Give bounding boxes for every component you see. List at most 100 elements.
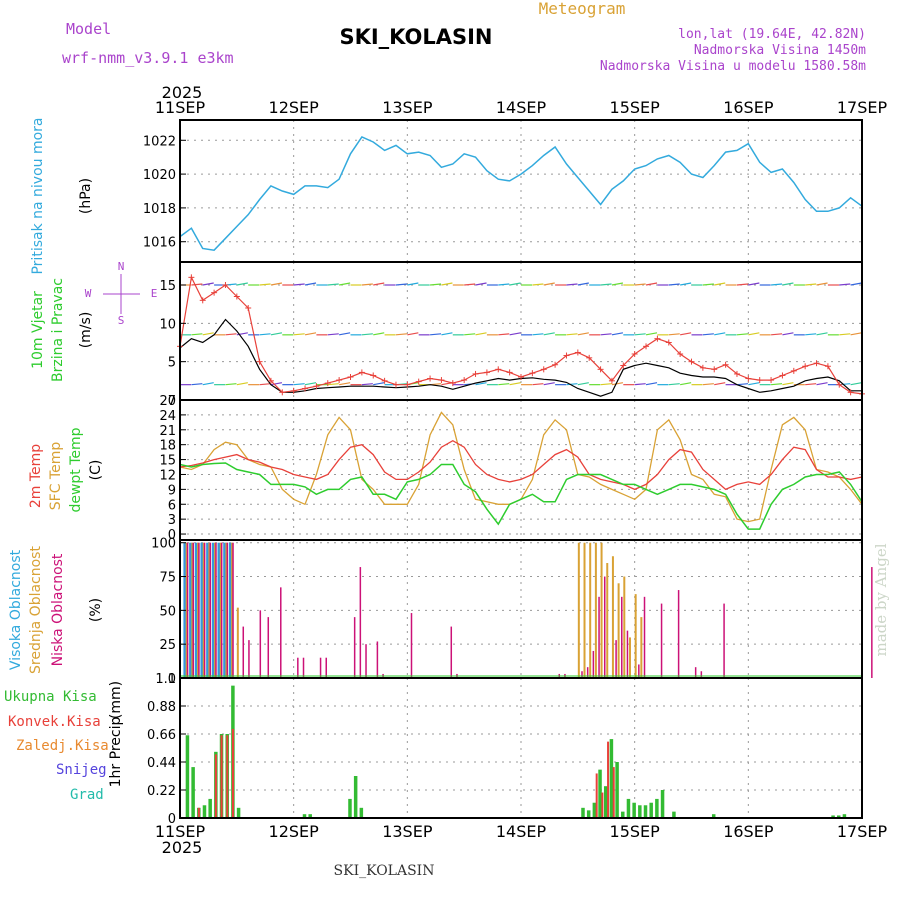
precip-bar-total: [308, 814, 312, 818]
year-bottom: 2025: [162, 838, 203, 857]
wind-direction-arrow: [668, 283, 680, 286]
cloud-bar-low: [871, 567, 873, 678]
y-tick-label: 24: [159, 409, 176, 424]
compass-rose: N W E S: [85, 260, 158, 327]
pressure-line: [179, 135, 863, 251]
precip-bar-total: [208, 798, 212, 818]
precip-bar-total: [632, 802, 636, 818]
x-date-bottom: 15SEP: [610, 822, 661, 841]
lonlat-label: lon,lat (19.64E, 42.82N): [678, 27, 866, 42]
cloud-bar-low: [353, 617, 356, 678]
precip-bar-total: [836, 815, 841, 818]
y-tick-label: 3: [168, 513, 176, 528]
wind-direction-arrow: [634, 283, 646, 286]
x-date-bottom: 12SEP: [269, 822, 320, 841]
y-tick-label: 100: [151, 537, 176, 552]
wind-direction-arrow: [509, 332, 521, 336]
wind-direction-arrow: [475, 332, 487, 336]
precip-bar-convective: [607, 741, 610, 818]
precip-bar-convective: [197, 807, 200, 818]
wind-direction-arrow: [202, 282, 214, 286]
wind-direction-arrow: [577, 382, 589, 386]
x-date-top: 13SEP: [382, 98, 433, 117]
y-tick-label: 1020: [143, 168, 176, 183]
precip-bar-total: [302, 814, 307, 818]
wind-direction-arrow: [327, 333, 339, 336]
wind-direction-arrow: [680, 282, 692, 286]
wind-direction-arrow: [805, 383, 817, 386]
wind-direction-arrow: [361, 283, 373, 286]
wind-direction-arrow: [645, 332, 658, 336]
cloud-bar-high: [217, 542, 221, 678]
wind-direction-arrow: [816, 332, 828, 336]
precip-bar-total: [615, 762, 619, 818]
y-tick-label: 0.88: [147, 700, 176, 715]
legend-freezing-rain: Zaledj.Kisa: [16, 738, 109, 754]
wind-direction-arrow: [202, 332, 214, 336]
wind-direction-arrow: [191, 383, 203, 386]
wind-direction-arrow: [782, 382, 794, 386]
compass-s: S: [118, 314, 125, 327]
cloud-bar-low: [450, 626, 453, 678]
precip-bar-total: [660, 790, 665, 818]
precip-bar-total: [191, 767, 195, 818]
wind-direction-arrow: [714, 282, 726, 286]
wind-direction-arrow: [748, 382, 760, 386]
y-tick-label: 9: [168, 483, 176, 498]
legend-snow: Snijeg: [56, 762, 107, 778]
wind-direction-arrow: [532, 283, 544, 286]
wind-direction-arrow: [304, 282, 317, 286]
wind-direction-arrow: [816, 382, 828, 386]
wind-direction-arrow: [191, 283, 203, 286]
wind-unit: (m/s): [78, 312, 94, 349]
altitude-label: Nadmorska Visina 1450m: [694, 43, 866, 58]
x-date-top: 16SEP: [723, 98, 774, 117]
precip-bar-total: [348, 798, 352, 818]
y-tick-label: 18: [159, 439, 176, 454]
cloud-bar-mid: [577, 542, 580, 678]
cloud-bar-mid: [617, 583, 620, 678]
wind-direction-arrow: [475, 282, 487, 286]
wind-direction-arrow: [600, 283, 612, 286]
wind-direction-arrow: [395, 333, 408, 336]
cloud-bar-low: [203, 542, 206, 678]
cloud-bar-mid: [594, 542, 597, 678]
cloud-bar-low: [319, 657, 322, 678]
year-top: 2025: [162, 83, 203, 102]
wind-direction-arrow: [339, 332, 351, 336]
cloud-bar-low: [220, 542, 223, 678]
wind-direction-arrow: [611, 332, 624, 336]
wind-direction-arrow: [736, 333, 749, 336]
y-tick-label: 6: [168, 498, 176, 513]
wind-direction-arrow: [714, 332, 726, 336]
precip-bar-convective: [231, 728, 234, 818]
wind-direction-arrow: [600, 383, 612, 386]
cloud-bar-low: [359, 567, 362, 678]
precip-bar-convective: [595, 773, 598, 818]
wind-direction-arrow: [236, 282, 248, 286]
wind-direction-arrow: [634, 383, 646, 386]
y-tick-label: 0: [168, 672, 176, 687]
wind-direction-arrow: [259, 383, 271, 386]
precip-bar-total: [236, 807, 241, 818]
wind-direction-arrow: [339, 382, 351, 386]
y-tick-label: 75: [159, 571, 176, 586]
wind-direction-arrow: [702, 383, 714, 386]
precip-bar-convective: [226, 735, 229, 818]
wind-direction-arrow: [702, 333, 714, 336]
wind-direction-arrow: [498, 333, 510, 336]
cloud-bar-low: [302, 657, 305, 678]
cloud-bar-mid: [214, 542, 217, 678]
wind-direction-arrow: [782, 282, 794, 286]
y-tick-label: 0.66: [147, 728, 176, 743]
cloud-bar-low: [267, 617, 270, 678]
cloud-bar-low: [410, 613, 413, 678]
cloud-bar-low: [209, 542, 212, 678]
sfc-temp-label: SFC Temp: [48, 442, 64, 511]
legend-total-rain: Ukupna Kisa: [4, 689, 97, 705]
cloud-bar-low: [192, 542, 195, 678]
precip-label: 1hr Precip: [108, 717, 124, 788]
wind-direction-arrow: [566, 333, 578, 336]
precip-bar-convective: [612, 767, 615, 818]
precip-bar-total: [638, 805, 642, 818]
